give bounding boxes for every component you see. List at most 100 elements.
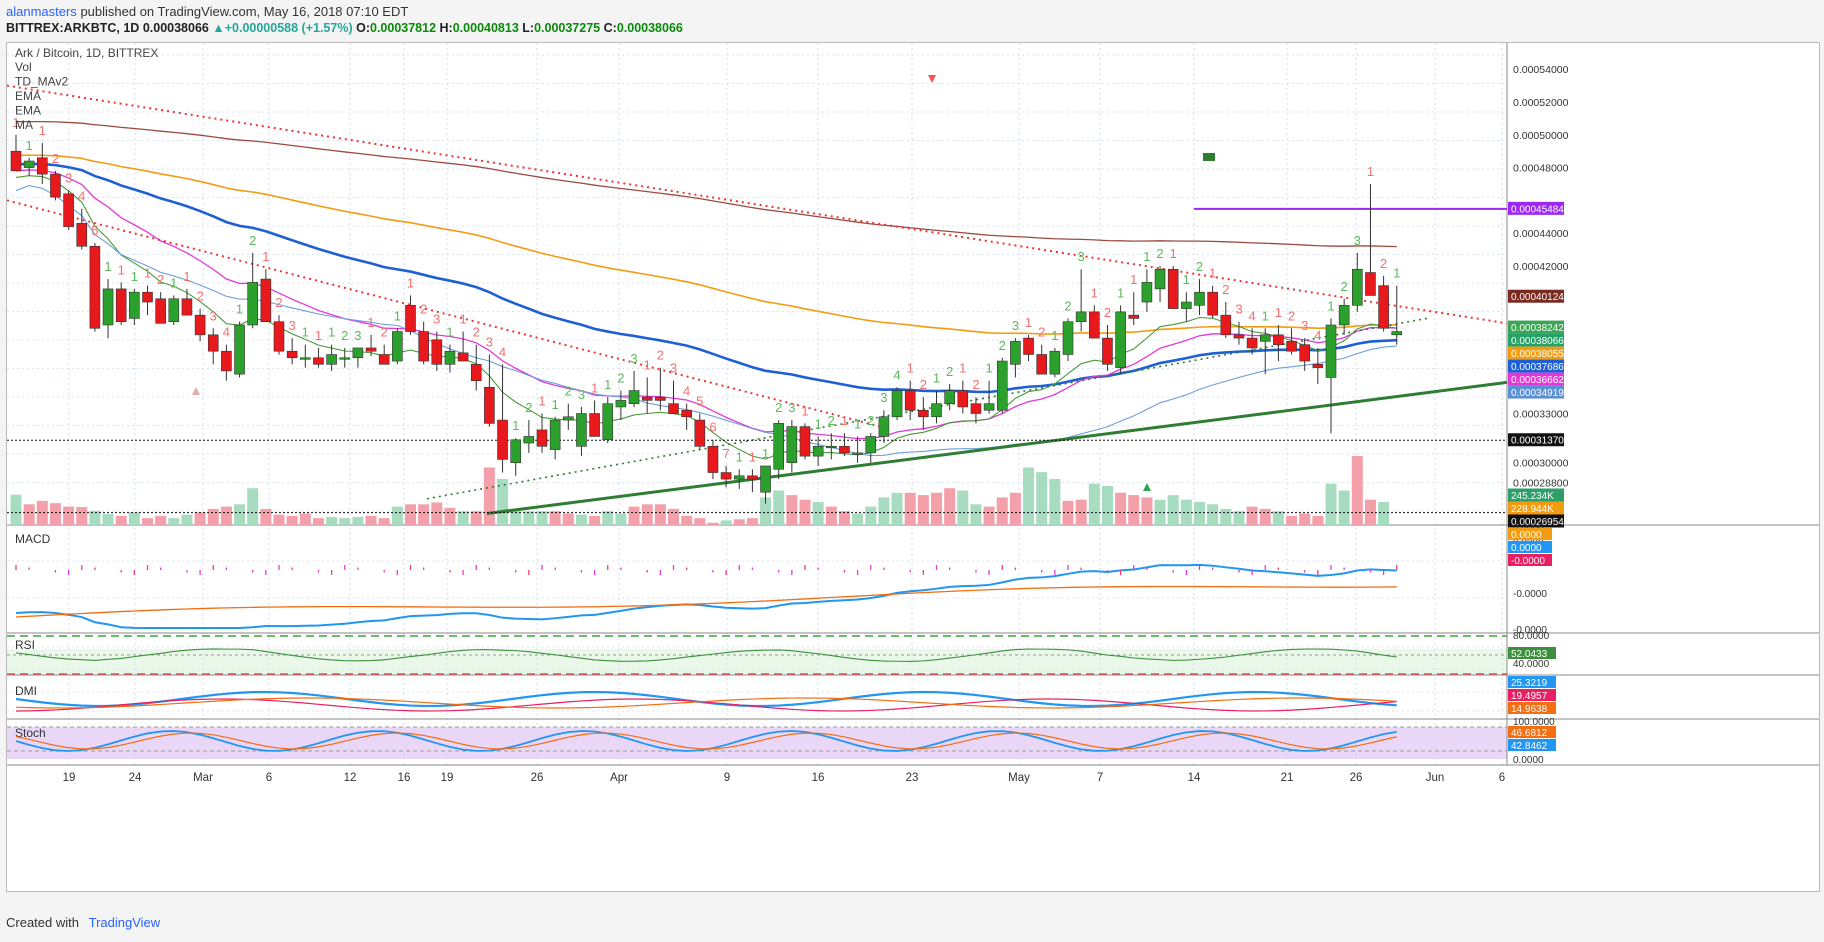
candle-body bbox=[799, 426, 811, 457]
td-count: 3 bbox=[670, 361, 677, 376]
stoch-d-line bbox=[15, 732, 1397, 750]
volume-bar bbox=[891, 492, 903, 525]
tradingview-logo-link[interactable]: TradingView bbox=[88, 915, 161, 930]
candle-body bbox=[36, 157, 48, 175]
td-count: 2 bbox=[381, 325, 388, 340]
author-link[interactable]: alanmasters bbox=[6, 4, 77, 19]
td-count: 3 bbox=[210, 308, 217, 323]
rsi-value-bg bbox=[1508, 647, 1556, 659]
dmi-value-bg bbox=[1508, 702, 1556, 714]
volume-bar bbox=[1220, 508, 1232, 525]
td-count: 1 bbox=[12, 115, 19, 130]
volume-bar bbox=[970, 504, 982, 525]
td-count: 1 bbox=[183, 269, 190, 284]
td-count: 3 bbox=[630, 351, 637, 366]
td-count: 1 bbox=[262, 249, 269, 264]
volume-bar bbox=[234, 504, 246, 525]
volume-bar bbox=[1101, 485, 1113, 525]
y-tick-label: 0.00030000 bbox=[1513, 458, 1569, 470]
td-count: 4 bbox=[499, 344, 506, 359]
macd-value-bg bbox=[1508, 554, 1552, 566]
macd-value-label: -0.0000 bbox=[1511, 556, 1545, 567]
td-count: 1 bbox=[446, 325, 453, 340]
macd-value-label: 0.0000 bbox=[1511, 543, 1542, 554]
volume-bar bbox=[10, 494, 22, 525]
volume-bar bbox=[536, 511, 548, 525]
candle-body bbox=[313, 357, 324, 365]
candle-body bbox=[865, 436, 877, 454]
candle-body bbox=[747, 475, 758, 480]
candle-body bbox=[773, 423, 785, 470]
macd-y-tick: -0.0000 bbox=[1513, 625, 1547, 636]
x-tick-label: Mar bbox=[193, 772, 213, 784]
candle-body bbox=[405, 305, 416, 332]
candle-body bbox=[983, 403, 995, 411]
td-count: 1 bbox=[736, 449, 743, 464]
volume-bar bbox=[720, 520, 732, 525]
candle-body bbox=[392, 331, 403, 362]
volume-bar bbox=[549, 511, 561, 525]
close-value: 0.00038066 bbox=[616, 21, 683, 35]
td-count: 1 bbox=[604, 377, 611, 392]
volume-bar bbox=[707, 522, 719, 525]
candle-body bbox=[615, 400, 627, 408]
rsi-y-tick: 80.0000 bbox=[1513, 631, 1550, 642]
td-count: 3 bbox=[354, 328, 361, 343]
volume-bar bbox=[1088, 483, 1100, 525]
last-price: 0.00038066 bbox=[142, 21, 209, 35]
x-tick-label: 26 bbox=[1350, 772, 1363, 784]
td-count: 2 bbox=[946, 364, 953, 379]
td-count: 4 bbox=[1248, 308, 1255, 323]
x-tick-label: 21 bbox=[1281, 772, 1294, 784]
rsi-value-label: 52.0433 bbox=[1511, 649, 1548, 660]
volume-bar bbox=[654, 504, 666, 525]
candle-body bbox=[1273, 334, 1284, 345]
candle-body bbox=[523, 436, 535, 444]
volume-bar bbox=[36, 500, 48, 525]
td-count: 3 bbox=[1301, 318, 1308, 333]
candle-body bbox=[339, 357, 351, 360]
candle-body bbox=[260, 278, 272, 323]
candle-body bbox=[1220, 314, 1232, 336]
candle-body bbox=[1128, 314, 1140, 319]
volume-bar bbox=[49, 503, 61, 525]
x-tick-label: 26 bbox=[531, 772, 544, 784]
td-count: 1 bbox=[512, 418, 519, 433]
td-count: 7 bbox=[722, 446, 729, 461]
td-count: 3 bbox=[1235, 302, 1242, 317]
macd-y-tick: -0.0000 bbox=[1513, 589, 1547, 600]
x-tick-label: Apr bbox=[610, 772, 628, 784]
price-label: 0.00031370 bbox=[1511, 436, 1564, 447]
y-tick-label: 0.00050000 bbox=[1513, 130, 1569, 142]
td-count: 1 bbox=[1025, 315, 1032, 330]
price-label-bg bbox=[1508, 372, 1564, 386]
volume-bar bbox=[155, 515, 167, 525]
macd-value-label: 0.0000 bbox=[1511, 530, 1542, 541]
candle-body bbox=[168, 298, 180, 323]
td-count: 1 bbox=[644, 357, 651, 372]
volume-bar bbox=[865, 506, 877, 525]
volume-bar bbox=[444, 507, 456, 525]
ohlc-line: BITTREX:ARKBTC, 1D 0.00038066 ▲+0.000005… bbox=[6, 21, 683, 35]
candle-body bbox=[457, 352, 469, 362]
candle-body bbox=[470, 364, 482, 382]
volume-bar bbox=[378, 518, 390, 525]
candle-body bbox=[431, 339, 443, 365]
price-label-bg bbox=[1508, 385, 1564, 399]
open-value: 0.00037812 bbox=[370, 21, 437, 35]
price-label: 0.00038242 bbox=[1511, 323, 1564, 334]
sell-arrow-marker bbox=[928, 75, 936, 83]
y-tick-label: 0.00054000 bbox=[1513, 64, 1569, 76]
price-change: ▲+0.00000588 (+1.57%) bbox=[212, 21, 353, 35]
stoch-y-tick: 100.0000 bbox=[1513, 717, 1555, 728]
td-count: 2 bbox=[525, 400, 532, 415]
volume-bar bbox=[299, 513, 311, 525]
volume-bar bbox=[773, 490, 785, 525]
publish-info: published on TradingView.com, May 16, 20… bbox=[80, 4, 409, 19]
y-tick-label: 0.00033000 bbox=[1513, 409, 1569, 421]
candle-body bbox=[549, 419, 561, 450]
td-count: 4 bbox=[78, 189, 85, 204]
candle-body bbox=[825, 446, 837, 449]
